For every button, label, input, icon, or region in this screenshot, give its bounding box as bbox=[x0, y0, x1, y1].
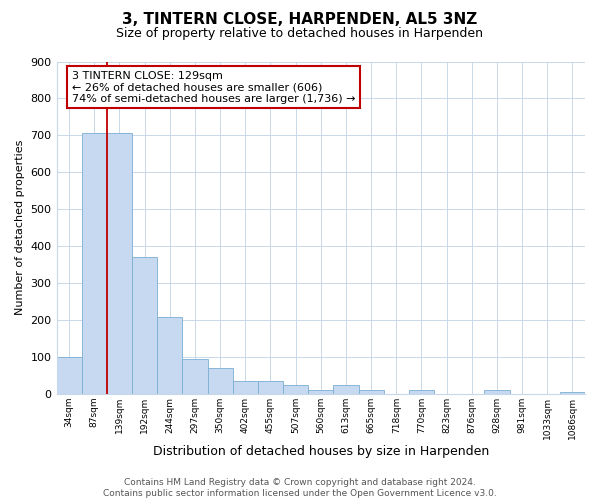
Bar bbox=[107, 133, 132, 394]
Bar bbox=[132, 257, 157, 394]
Bar bbox=[359, 390, 383, 394]
Text: Size of property relative to detached houses in Harpenden: Size of property relative to detached ho… bbox=[116, 28, 484, 40]
Bar bbox=[258, 381, 283, 394]
Bar bbox=[484, 390, 509, 394]
X-axis label: Distribution of detached houses by size in Harpenden: Distribution of detached houses by size … bbox=[152, 444, 489, 458]
Bar bbox=[56, 356, 82, 394]
Bar bbox=[409, 390, 434, 394]
Bar bbox=[208, 368, 233, 394]
Bar bbox=[82, 133, 107, 394]
Text: 3 TINTERN CLOSE: 129sqm
← 26% of detached houses are smaller (606)
74% of semi-d: 3 TINTERN CLOSE: 129sqm ← 26% of detache… bbox=[71, 70, 355, 104]
Bar bbox=[157, 317, 182, 394]
Bar bbox=[283, 385, 308, 394]
Y-axis label: Number of detached properties: Number of detached properties bbox=[15, 140, 25, 316]
Bar bbox=[560, 392, 585, 394]
Text: 3, TINTERN CLOSE, HARPENDEN, AL5 3NZ: 3, TINTERN CLOSE, HARPENDEN, AL5 3NZ bbox=[122, 12, 478, 28]
Text: Contains HM Land Registry data © Crown copyright and database right 2024.
Contai: Contains HM Land Registry data © Crown c… bbox=[103, 478, 497, 498]
Bar bbox=[182, 360, 208, 394]
Bar bbox=[308, 390, 334, 394]
Bar bbox=[334, 385, 359, 394]
Bar bbox=[233, 381, 258, 394]
